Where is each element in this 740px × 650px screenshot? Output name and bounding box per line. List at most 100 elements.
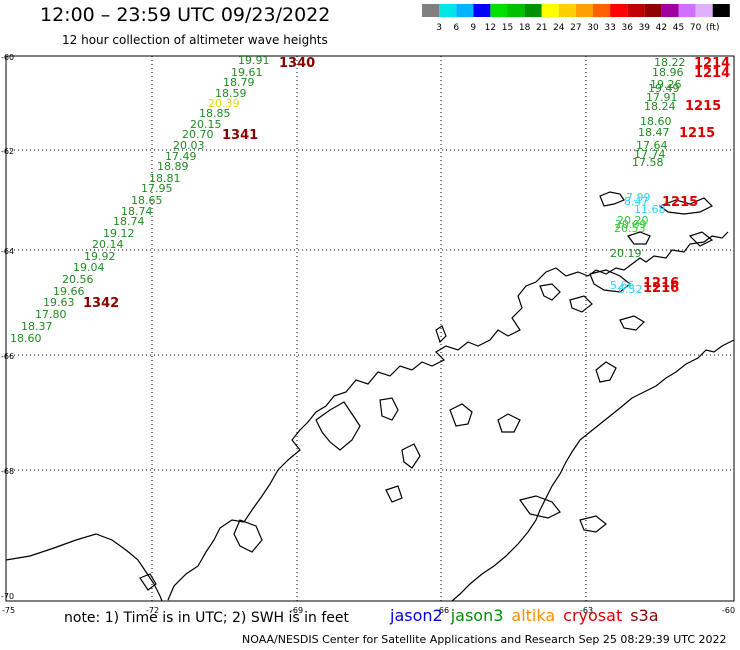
colorbar-swatch xyxy=(627,4,645,17)
mission-legend-item: cryosat xyxy=(563,606,623,625)
wave-height-label: 19.91 xyxy=(238,54,270,67)
mission-legend-item: jason3 xyxy=(450,606,504,625)
pass-time-label: 1215 xyxy=(662,195,698,210)
wave-height-label: 18.59 xyxy=(215,87,247,100)
wave-height-label: 18.60 xyxy=(10,332,42,345)
lat-tick-label: -64 xyxy=(1,247,14,256)
wave-height-label: 20.20 xyxy=(617,214,649,227)
colorbar-label: 18 xyxy=(519,23,531,33)
wave-height-label: 6.52 xyxy=(618,283,643,296)
wave-height-label: 19.04 xyxy=(73,261,105,274)
mission-legend: jason2 jason3 altika cryosat s3a xyxy=(390,606,667,625)
footer-credit: NOAA/NESDIS Center for Satellite Applica… xyxy=(242,633,727,646)
pass-time-label: 1341 xyxy=(222,128,258,143)
wave-height-label: 18.89 xyxy=(157,160,189,173)
lat-tick-label: -68 xyxy=(1,467,14,476)
lon-tick-label: -75 xyxy=(2,606,15,615)
wave-height-label: 20.14 xyxy=(92,238,124,251)
wave-height-label: 20.09 xyxy=(615,218,647,231)
wave-height-label: 18.74 xyxy=(121,205,153,218)
colorbar-swatch xyxy=(644,4,662,17)
pass-time-label: 1214 xyxy=(694,66,730,81)
axis-labels: -60 -62 -64 -66 -68 -70 -75 -72 -69 -66 -63 -60 xyxy=(1,53,735,615)
colorbar-swatch xyxy=(575,4,593,17)
wave-height-label: 20.53 xyxy=(614,222,646,235)
wave-height-label: 17.49 xyxy=(165,150,197,163)
colorbar-swatch xyxy=(490,4,508,17)
colorbar-swatch xyxy=(507,4,525,17)
pass-time-label: 1340 xyxy=(279,56,315,71)
coastlines xyxy=(5,191,735,602)
wave-height-label: 18.47 xyxy=(638,126,670,139)
pass-time-label: 1214 xyxy=(694,56,730,71)
wave-height-label: 19.12 xyxy=(103,227,135,240)
map-frame xyxy=(5,55,735,602)
graticule xyxy=(6,56,734,601)
colorbar-label: 6 xyxy=(453,23,459,33)
wave-height-label: 18.96 xyxy=(652,66,684,79)
wave-height-label: 19.63 xyxy=(43,296,75,309)
wave-height-label: 19.61 xyxy=(231,66,263,79)
colorbar-swatch xyxy=(695,4,713,17)
wave-height-label: 5.66 xyxy=(610,279,635,292)
colorbar-swatch xyxy=(541,4,559,17)
colorbar-label: 24 xyxy=(553,23,565,33)
colorbar-swatch xyxy=(456,4,474,17)
lon-tick-label: -63 xyxy=(580,606,593,615)
wave-height-label: 8.47 xyxy=(624,195,649,208)
wave-height-label: 18.22 xyxy=(654,56,686,69)
footer-note: note: 1) Time is in UTC; 2) SWH is in fe… xyxy=(64,610,350,626)
wave-height-label: 20.39 xyxy=(208,97,240,110)
lon-tick-label: -66 xyxy=(436,606,449,615)
colorbar-label: 21 xyxy=(536,23,547,33)
wave-height-label: 19.66 xyxy=(53,285,85,298)
colorbar-label: 39 xyxy=(639,23,651,33)
wave-height-label: 19.92 xyxy=(84,250,116,263)
page-title: 12:00 – 23:59 UTC 09/23/2022 xyxy=(40,4,331,26)
wave-height-label: 17.95 xyxy=(141,182,173,195)
colorbar-swatch xyxy=(610,4,628,17)
colorbar-label: 15 xyxy=(502,23,513,33)
wave-height-label: 20.19 xyxy=(610,247,642,260)
colorbar-label: (ft) xyxy=(706,23,720,33)
wave-height-label: 20.56 xyxy=(62,273,94,286)
wave-height-label: 20.70 xyxy=(182,128,214,141)
colorbar-label: 36 xyxy=(621,23,633,33)
colorbar-swatch xyxy=(558,4,576,17)
wave-height-label: 11.68 xyxy=(634,203,666,216)
mission-legend-item: s3a xyxy=(630,606,659,625)
wave-height-label: 17.64 xyxy=(636,139,668,152)
lon-tick-label: -60 xyxy=(722,606,735,615)
pass-time-label: 1342 xyxy=(83,296,119,311)
mission-legend-item: jason2 xyxy=(390,606,443,625)
wave-height-label: 7.99 xyxy=(626,191,651,204)
lon-tick-label: -69 xyxy=(290,606,303,615)
pass-time-label: 1216 xyxy=(643,281,679,296)
wave-height-label: 20.03 xyxy=(173,139,205,152)
pass-time-label: 1215 xyxy=(679,126,715,141)
wave-height-label: 18.79 xyxy=(223,76,255,89)
page-subtitle: 12 hour collection of altimeter wave hei… xyxy=(62,33,328,47)
lat-tick-label: -70 xyxy=(1,592,14,601)
colorbar-label: 9 xyxy=(470,23,476,33)
colorbar: 3 6 9 12 15 18 21 24 27 30 33 36 39 42 45 70 (ft) xyxy=(422,4,730,33)
wave-height-label: 18.24 xyxy=(644,100,676,113)
wave-height-label: 17.80 xyxy=(35,308,67,321)
colorbar-swatch xyxy=(712,4,730,17)
pass-time-label: 1216 xyxy=(643,276,679,291)
colorbar-label: 42 xyxy=(656,23,667,33)
lon-tick-label: -72 xyxy=(146,606,159,615)
wave-height-label: 20.15 xyxy=(190,118,222,131)
colorbar-label: 30 xyxy=(587,23,599,33)
colorbar-label: 3 xyxy=(436,23,442,33)
pass-time-label: 1215 xyxy=(685,99,721,114)
wave-height-label: 18.74 xyxy=(113,215,145,228)
lat-tick-label: -62 xyxy=(1,147,14,156)
colorbar-swatch xyxy=(473,4,491,17)
colorbar-swatch xyxy=(661,4,679,17)
wave-height-label: 17.74 xyxy=(634,148,666,161)
colorbar-swatch xyxy=(439,4,457,17)
wave-height-label: 18.65 xyxy=(131,194,163,207)
